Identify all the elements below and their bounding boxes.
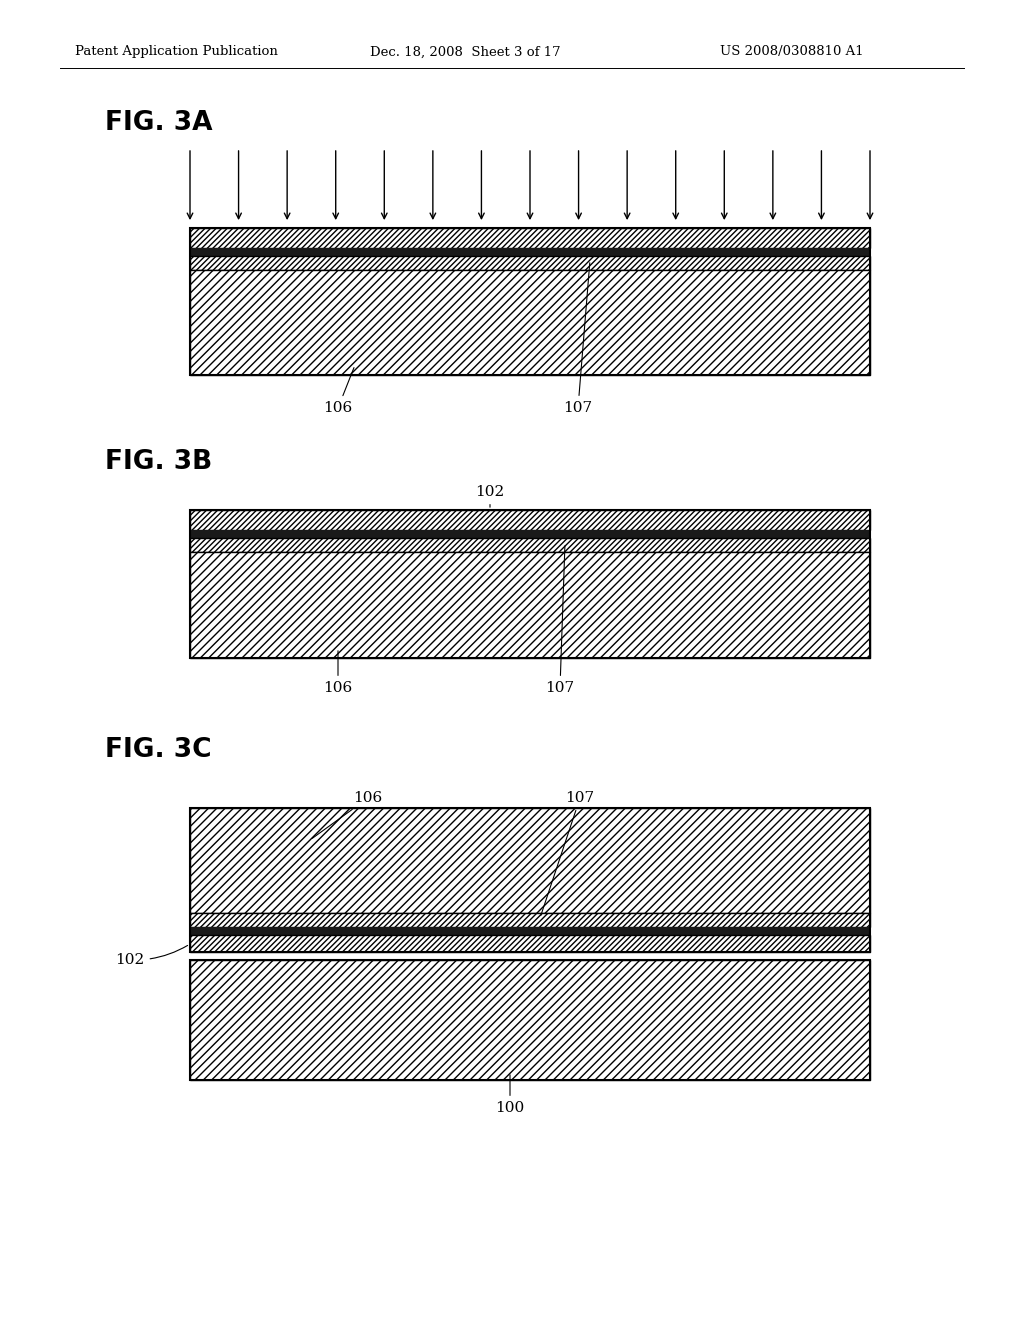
Bar: [190, 960, 870, 1080]
Bar: [190, 248, 870, 256]
Bar: [190, 271, 870, 375]
Bar: [190, 539, 870, 552]
Text: FIG. 3B: FIG. 3B: [105, 449, 212, 475]
Bar: [190, 960, 870, 1080]
Bar: [190, 271, 870, 375]
Text: 107: 107: [546, 545, 574, 696]
Text: 107: 107: [563, 263, 593, 414]
Text: 106: 106: [312, 791, 383, 838]
Text: Patent Application Publication: Patent Application Publication: [75, 45, 278, 58]
Bar: [190, 531, 870, 539]
Text: FIG. 3A: FIG. 3A: [105, 110, 213, 136]
Bar: [190, 913, 870, 927]
Text: 106: 106: [324, 651, 352, 696]
Bar: [190, 552, 870, 657]
Bar: [190, 256, 870, 271]
Bar: [190, 510, 870, 531]
Bar: [190, 510, 870, 531]
Bar: [190, 552, 870, 657]
Bar: [190, 256, 870, 271]
Bar: [190, 808, 870, 913]
Text: 100: 100: [496, 1074, 524, 1115]
Bar: [190, 228, 870, 248]
Bar: [190, 228, 870, 375]
Bar: [190, 510, 870, 657]
Text: US 2008/0308810 A1: US 2008/0308810 A1: [720, 45, 863, 58]
Text: FIG. 3C: FIG. 3C: [105, 737, 212, 763]
Bar: [190, 935, 870, 952]
Bar: [190, 927, 870, 935]
Bar: [190, 228, 870, 248]
Bar: [190, 960, 870, 1080]
Text: Dec. 18, 2008  Sheet 3 of 17: Dec. 18, 2008 Sheet 3 of 17: [370, 45, 560, 58]
Bar: [190, 808, 870, 913]
Bar: [190, 913, 870, 927]
Text: 102: 102: [116, 945, 187, 968]
Bar: [190, 539, 870, 552]
Text: 107: 107: [541, 791, 595, 915]
Bar: [190, 935, 870, 952]
Text: 102: 102: [475, 484, 505, 507]
Bar: [190, 808, 870, 952]
Text: 106: 106: [324, 367, 354, 414]
